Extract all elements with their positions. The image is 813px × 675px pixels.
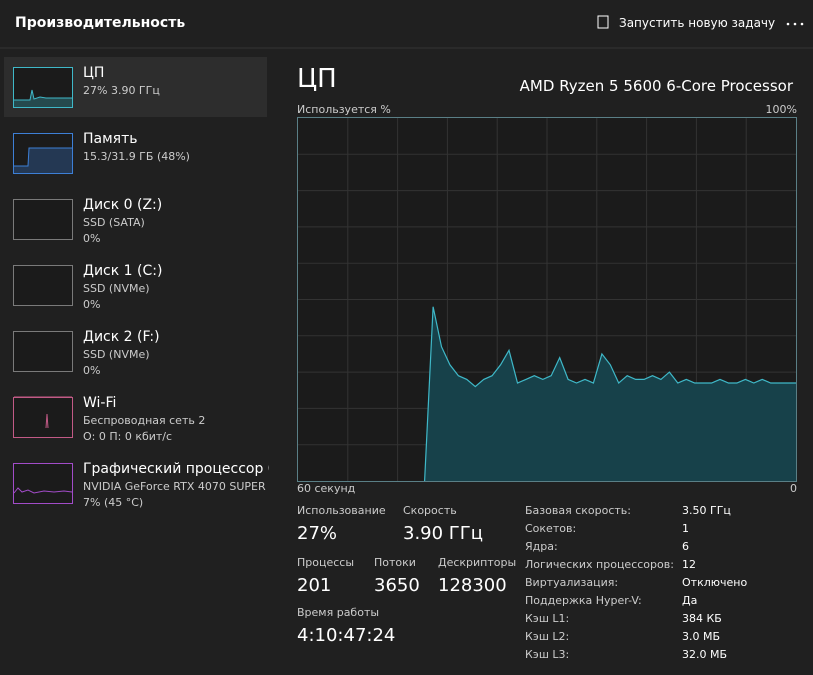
device-detail: Беспроводная сеть 2 xyxy=(83,414,206,427)
more-dot xyxy=(786,22,790,26)
device-detail: 27% 3.90 ГГц xyxy=(83,84,160,97)
cpu-graph xyxy=(297,117,797,482)
detail-label: Кэш L2: xyxy=(525,630,570,643)
detail-value: 384 КБ xyxy=(682,612,722,625)
device-name[interactable]: Графический процессор 0 xyxy=(83,461,269,477)
device-name[interactable]: Диск 1 (C:) xyxy=(83,263,163,279)
device-detail: 15.3/31.9 ГБ (48%) xyxy=(83,150,190,163)
thumbnail xyxy=(13,463,73,504)
stat-label: Скорость xyxy=(403,504,457,517)
stat-label: Потоки xyxy=(374,556,416,569)
more-dot xyxy=(793,22,797,26)
device-detail: SSD (NVMe) xyxy=(83,348,150,361)
device-detail: О: 0 П: 0 кбит/с xyxy=(83,430,173,443)
device-name[interactable]: Диск 2 (F:) xyxy=(83,329,160,345)
thumbnail-line xyxy=(14,89,72,101)
detail-label: Поддержка Hyper-V: xyxy=(525,594,642,607)
detail-label: Логических процессоров: xyxy=(525,558,674,571)
detail-value: Отключено xyxy=(682,576,748,589)
stat-value: 4:10:47:24 xyxy=(297,625,396,646)
stat-value: 128300 xyxy=(438,575,507,596)
more-dot xyxy=(800,22,804,26)
x-right-label: 0 xyxy=(790,482,797,495)
thumbnail-line xyxy=(13,487,73,494)
detail-value: 3.50 ГГц xyxy=(682,504,731,517)
device-name[interactable]: Wi-Fi xyxy=(83,395,117,411)
detail-value: 12 xyxy=(682,558,696,571)
thumbnail xyxy=(13,331,73,372)
detail-label: Ядра: xyxy=(525,540,558,553)
graph-border xyxy=(297,117,797,482)
stat-label: Процессы xyxy=(297,556,355,569)
device-detail: SSD (NVMe) xyxy=(83,282,150,295)
detail-value: 1 xyxy=(682,522,689,535)
main-title: ЦП xyxy=(297,64,337,94)
thumbnail-fill xyxy=(14,90,72,107)
device-detail: 0% xyxy=(83,298,101,311)
detail-label: Кэш L1: xyxy=(525,612,570,625)
device-name[interactable]: Память xyxy=(83,131,138,147)
detail-label: Базовая скорость: xyxy=(525,504,631,517)
device-name[interactable]: ЦП xyxy=(83,65,105,81)
stat-value: 3.90 ГГц xyxy=(403,523,484,544)
device-detail: NVIDIA GeForce RTX 4070 SUPER xyxy=(83,480,266,493)
stat-value: 3650 xyxy=(374,575,420,596)
y-max-label: 100% xyxy=(765,103,797,116)
thumbnail xyxy=(13,265,73,306)
detail-value: 3.0 МБ xyxy=(682,630,721,643)
device-detail: 0% xyxy=(83,232,101,245)
stat-label: Использование xyxy=(297,504,386,517)
thumbnail xyxy=(13,397,73,438)
page-title: Производительность xyxy=(15,15,186,31)
new-task-icon xyxy=(597,15,609,29)
stat-label: Дескрипторы xyxy=(438,556,517,569)
thumbnail-fill xyxy=(14,148,72,173)
thumbnail xyxy=(13,67,73,108)
detail-value: Да xyxy=(682,594,698,607)
new-task-button[interactable]: Запустить новую задачу xyxy=(619,16,776,30)
y-label: Используется % xyxy=(297,103,391,116)
thumbnail-line xyxy=(14,147,72,167)
detail-label: Виртуализация: xyxy=(525,576,619,589)
device-detail: SSD (SATA) xyxy=(83,216,145,229)
detail-value: 32.0 МБ xyxy=(682,648,728,661)
cpu-line xyxy=(424,306,796,482)
stat-value: 27% xyxy=(297,523,338,544)
detail-value: 6 xyxy=(682,540,689,553)
thumbnail xyxy=(13,199,73,240)
stat-value: 201 xyxy=(297,575,332,596)
detail-label: Кэш L3: xyxy=(525,648,570,661)
detail-label: Сокетов: xyxy=(525,522,577,535)
x-left-label: 60 секунд xyxy=(297,482,356,495)
device-name[interactable]: Диск 0 (Z:) xyxy=(83,197,163,213)
thumbnail xyxy=(13,133,73,174)
device-detail: 7% (45 °C) xyxy=(83,496,144,509)
device-detail: 0% xyxy=(83,364,101,377)
stat-label: Время работы xyxy=(297,606,380,619)
thumbnail-line xyxy=(14,396,72,429)
processor-name: AMD Ryzen 5 5600 6-Core Processor xyxy=(519,77,793,95)
area-fill xyxy=(424,306,796,481)
